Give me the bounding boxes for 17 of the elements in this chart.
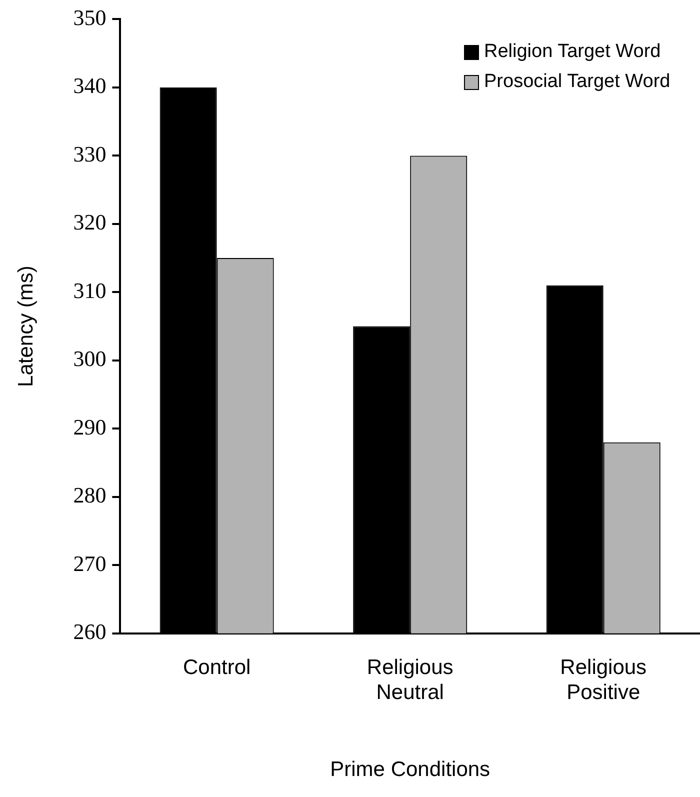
y-tick-label: 340: [73, 73, 106, 98]
y-tick-label: 350: [73, 4, 106, 30]
y-tick-label: 320: [73, 210, 106, 235]
y-tick-label: 330: [73, 141, 106, 166]
y-tick-label: 310: [73, 278, 106, 303]
y-axis-title: Latency (ms): [14, 266, 38, 387]
y-tick-label: 280: [73, 482, 106, 508]
legend-label: Religion Target Word: [484, 41, 661, 64]
y-tick-label: 290: [73, 414, 106, 440]
x-axis-title: Prime Conditions: [330, 758, 490, 782]
y-tick-label: 270: [73, 550, 106, 576]
legend-label: Prosocial Target Word: [484, 71, 670, 94]
x-tick-label: Religious Neutral: [366, 656, 454, 704]
x-tick-label: Control: [182, 656, 251, 679]
y-tick-label: 260: [73, 619, 106, 644]
y-tick-label: 300: [73, 346, 106, 372]
x-tick-label: Religious Positive: [560, 656, 647, 704]
